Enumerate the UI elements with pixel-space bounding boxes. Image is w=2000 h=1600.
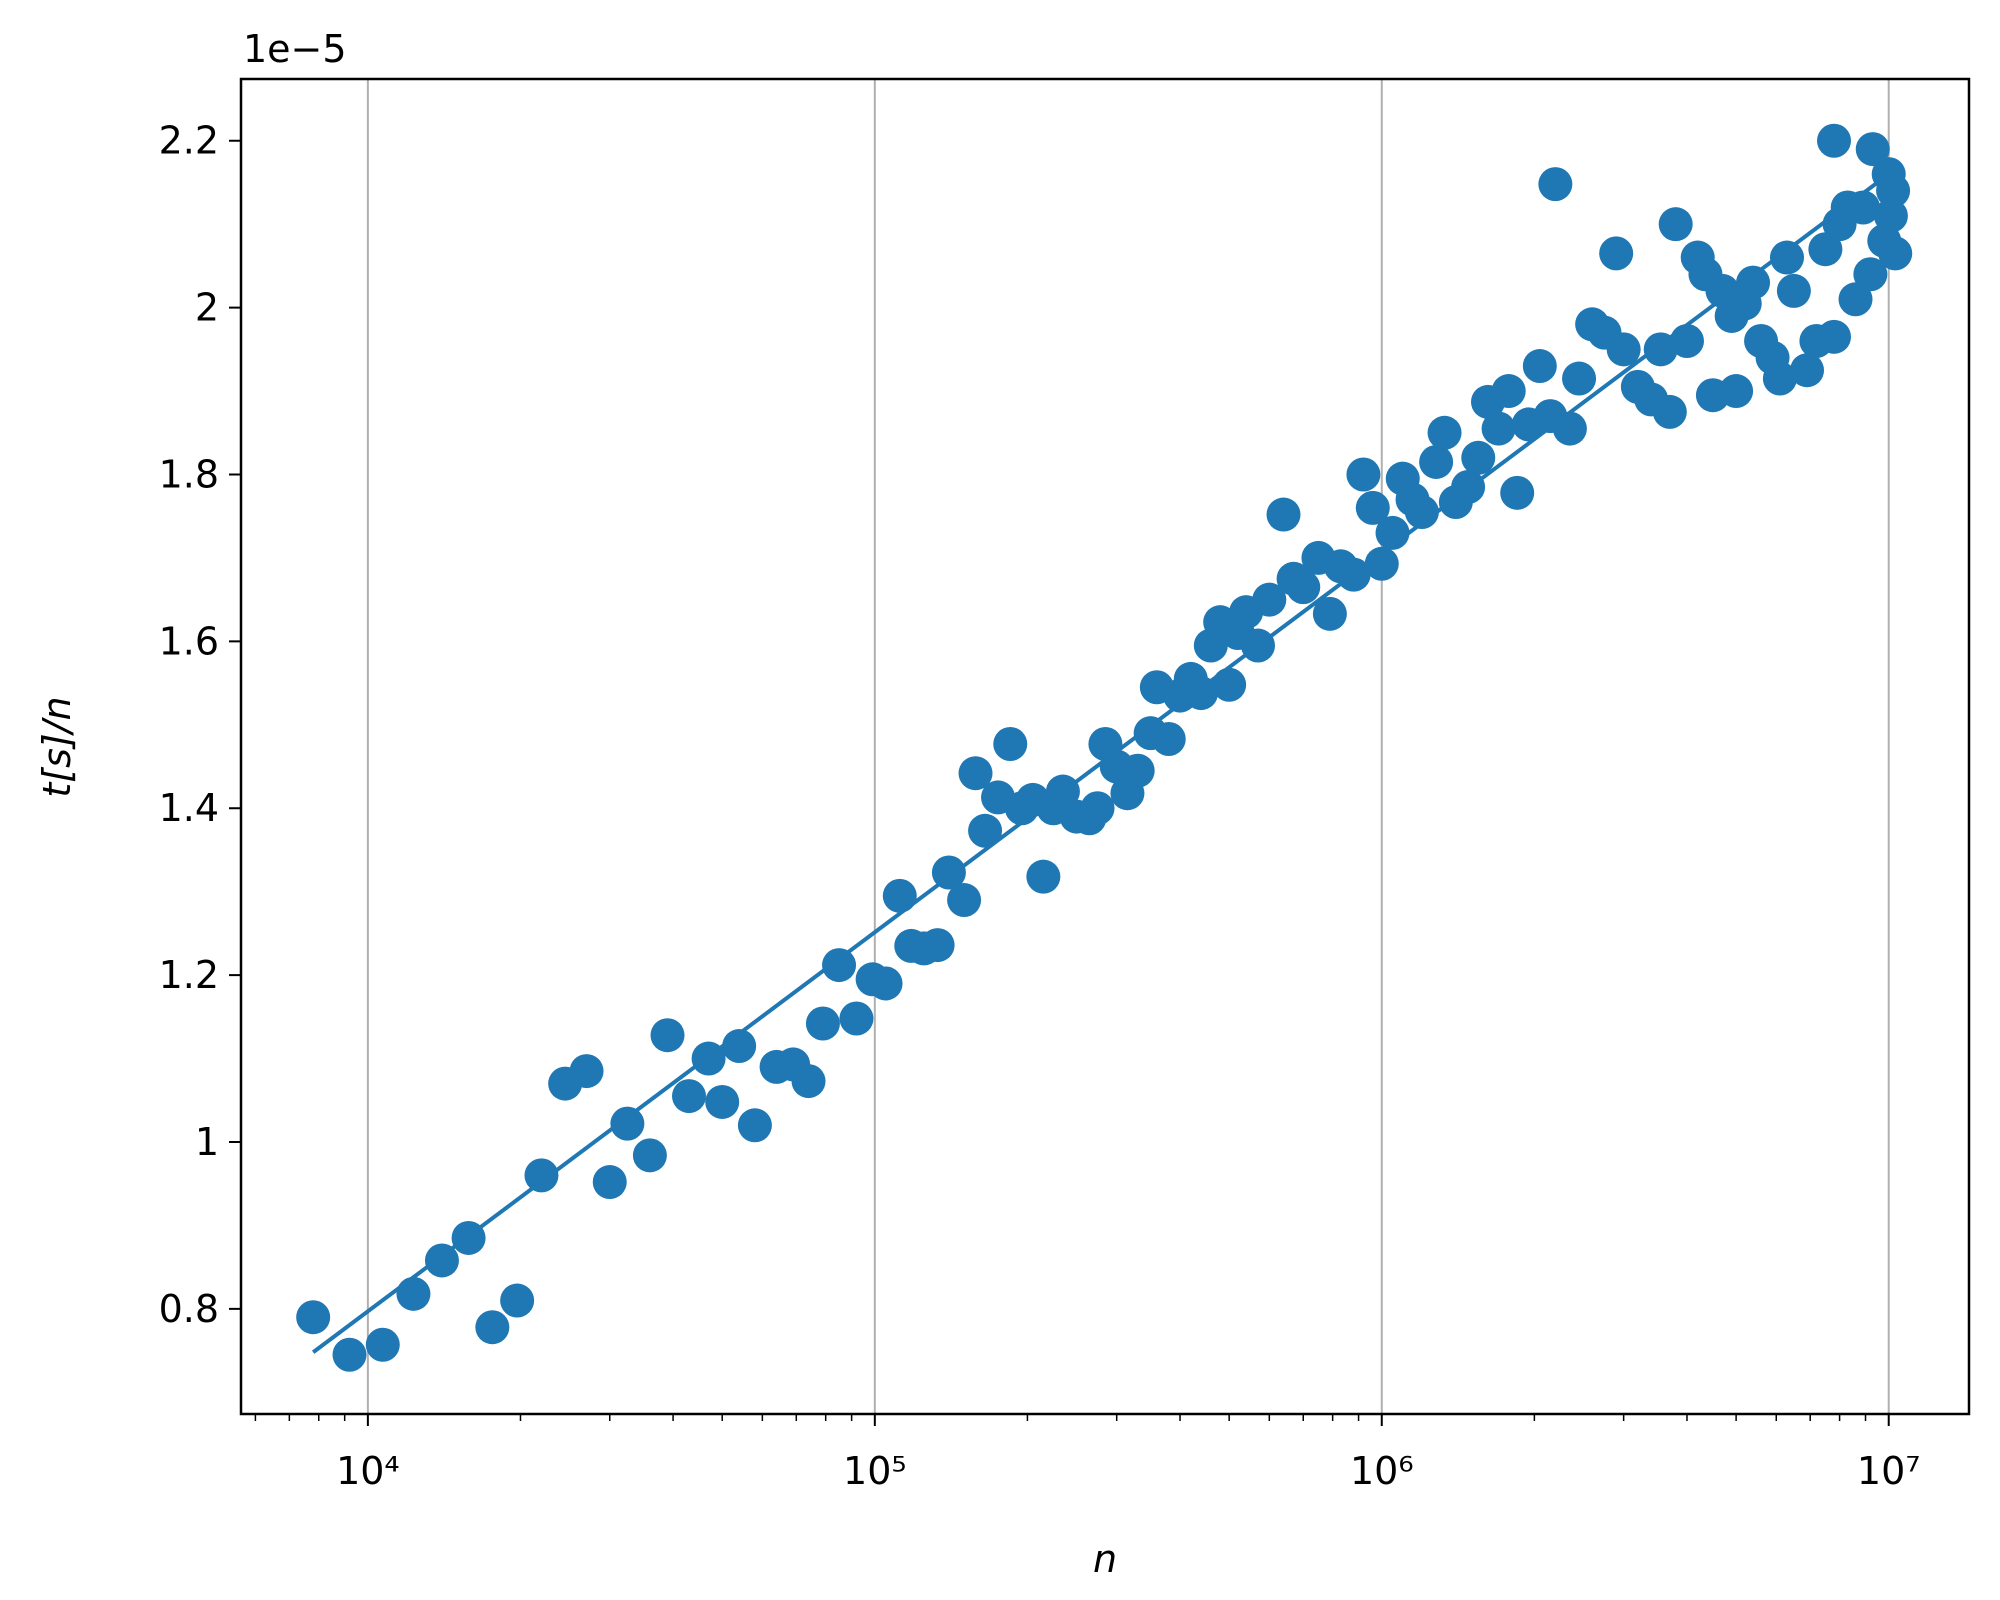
scatter-point [1151,721,1186,756]
y-tick-label: 1.6 [159,619,219,663]
fit-line [311,172,1890,1354]
scatter-point [1873,198,1908,233]
y-tick-label: 2.2 [159,119,219,163]
scatter-point [839,1001,874,1036]
y-tick-label: 1 [195,1120,219,1164]
scatter-point [1184,676,1219,711]
scatter-point [1481,411,1516,446]
y-tick-label: 0.8 [159,1287,219,1331]
x-tick-label: 10⁵ [843,1449,907,1493]
scatter-point [920,928,955,963]
scatter-point [993,726,1028,761]
y-tick-label: 1.8 [159,452,219,496]
scatter-point [1776,273,1811,308]
scatter-point [1719,374,1754,409]
scatter-point [592,1165,627,1200]
scatter-point [1817,123,1852,158]
scatter-point [1817,319,1852,354]
y-tick-label: 1.2 [159,953,219,997]
scatter-point [737,1108,772,1143]
scatter-point [1538,167,1573,202]
plot-frame [239,77,1971,1416]
scatter-point [1736,265,1771,300]
scatter-point [632,1138,667,1173]
scatter-point [1364,546,1399,581]
scatter-point [610,1106,645,1141]
scatter-point [1212,667,1247,702]
scatter-point [1312,596,1347,631]
scatter-point [1838,282,1873,317]
scatter-point [1419,444,1454,479]
scatter-point [296,1300,331,1335]
y-tick-label: 1.4 [159,786,219,830]
scatter-point [947,883,982,918]
y-tick-label: 2 [195,286,219,330]
scatter-point [1855,132,1890,167]
scatter-point [365,1327,400,1362]
scatter-point [791,1064,826,1099]
scatter-point [569,1054,604,1089]
scatter-point [868,966,903,1001]
scatter-point [650,1018,685,1053]
scatter-point [1522,349,1557,384]
scatter-point [396,1276,431,1311]
scatter-point [958,756,993,791]
scatter-point [822,948,857,983]
x-axis-label: n [1093,1537,1117,1581]
scatter-point [1346,457,1381,492]
x-tick-label: 10⁴ [336,1449,400,1493]
scatter-point [1500,475,1535,510]
scatter-point [1769,240,1804,275]
scatter-point [500,1283,535,1318]
scatter-point [1808,232,1843,267]
scatter-point [1266,497,1301,532]
x-tick-label: 10⁶ [1350,1449,1414,1493]
scatter-point [475,1310,510,1345]
scatter-point [1355,490,1390,525]
scatter-point [1120,753,1155,788]
offset-text: 1e−5 [243,27,347,71]
scatter-point [1669,323,1704,358]
scatter-point [705,1084,740,1119]
scatter-point [722,1029,757,1064]
scatter-point [1643,332,1678,367]
scatter-point [1404,495,1439,530]
scatter-point [1461,440,1496,475]
scatter-point [1286,570,1321,605]
scatter-point [1878,236,1913,271]
scatter-point [1252,582,1287,617]
y-axis-label: t[s]/n [35,696,79,797]
scatter-point [1080,791,1115,826]
scatter-point [1375,515,1410,550]
scatter-point [1552,411,1587,446]
scatter-point [1762,361,1797,396]
scatter-point [968,813,1003,848]
scatter-point [882,878,917,913]
scatter-point [1026,859,1061,894]
scatter-point [1790,353,1825,388]
scatter-point [1876,173,1911,208]
scatter-point [1599,236,1634,271]
scatter-point [1562,361,1597,396]
scatter-point [332,1337,367,1372]
scatter-point [1427,415,1462,450]
scatter-point [1606,332,1641,367]
scatter-point [672,1079,707,1114]
scatter-point [1652,394,1687,429]
scatter-point [1491,374,1526,409]
scatter-point [524,1158,559,1193]
scatter-point [1658,207,1693,242]
scatter-point [805,1006,840,1041]
x-tick-label: 10⁷ [1857,1449,1921,1493]
scatter-point [1853,257,1888,292]
